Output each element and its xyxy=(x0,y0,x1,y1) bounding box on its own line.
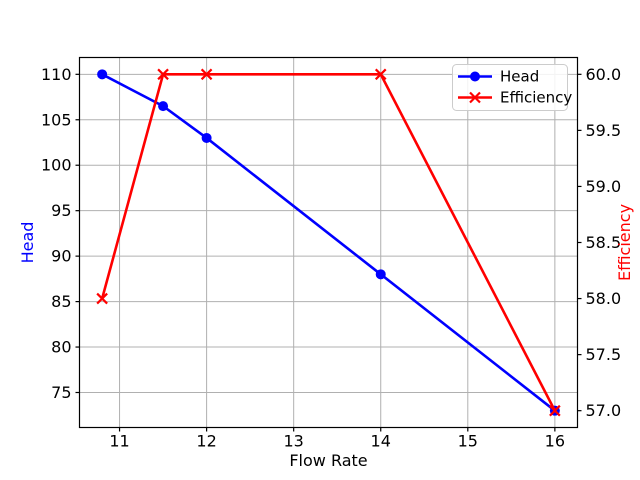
series-line-efficiency xyxy=(100,73,557,412)
data-point-marker-circle xyxy=(97,69,108,80)
y-axis-label-right: Efficiency xyxy=(615,204,634,281)
axes-spines xyxy=(78,56,579,429)
grid xyxy=(79,57,578,428)
data-point-marker-circle xyxy=(201,132,212,143)
y-tick-label-right: 58.5 xyxy=(586,233,622,252)
y-tick-label-left: 85 xyxy=(51,292,71,311)
x-axis-label: Flow Rate xyxy=(289,451,367,470)
data-point-marker-x xyxy=(96,292,108,305)
y-tick-label-right: 57.5 xyxy=(586,345,622,364)
legend-entry-label: Head xyxy=(500,68,539,86)
series-line-head xyxy=(101,73,556,412)
y-tick-label-left: 95 xyxy=(51,201,71,220)
legend-entry-label: Efficiency xyxy=(500,89,572,107)
x-tick-label: 15 xyxy=(458,432,478,451)
series-head xyxy=(97,69,560,416)
legend-marker-x xyxy=(469,91,481,104)
x-tick-label: 16 xyxy=(545,432,565,451)
y-tick-label-left: 90 xyxy=(51,247,71,266)
data-point-marker-x xyxy=(157,68,169,81)
y-tick-label-left: 75 xyxy=(51,383,71,402)
series-efficiency xyxy=(96,68,561,417)
y-axis-label-left: Head xyxy=(18,222,37,264)
x-tick-label: 11 xyxy=(109,432,129,451)
y-tick-label-right: 57.0 xyxy=(586,401,622,420)
ticks xyxy=(75,73,582,432)
y-tick-label-right: 60.0 xyxy=(586,65,622,84)
x-tick-label: 12 xyxy=(196,432,216,451)
data-point-marker-circle xyxy=(158,101,169,112)
y-tick-label-right: 59.5 xyxy=(586,121,622,140)
y-tick-label-left: 80 xyxy=(51,338,71,357)
data-point-marker-circle xyxy=(375,269,386,280)
tick-labels: 11 12 13 14 15 16 75 80 85 90 95 100 105 110 57.0 57.5 5… xyxy=(41,65,621,451)
x-tick-label: 14 xyxy=(371,432,391,451)
y-tick-label-right: 59.0 xyxy=(586,177,622,196)
legend: Head Efficiency xyxy=(452,64,572,111)
data-point-marker-x xyxy=(374,68,387,81)
y-tick-label-left: 100 xyxy=(41,156,72,175)
data-point-marker-x xyxy=(200,68,213,81)
x-tick-label: 13 xyxy=(283,432,303,451)
y-tick-label-left: 105 xyxy=(41,110,72,129)
legend-marker-circle xyxy=(470,71,480,82)
y-tick-label-right: 58.0 xyxy=(586,289,622,308)
y-tick-label-left: 110 xyxy=(41,65,72,84)
data-point-marker-x xyxy=(549,404,561,417)
